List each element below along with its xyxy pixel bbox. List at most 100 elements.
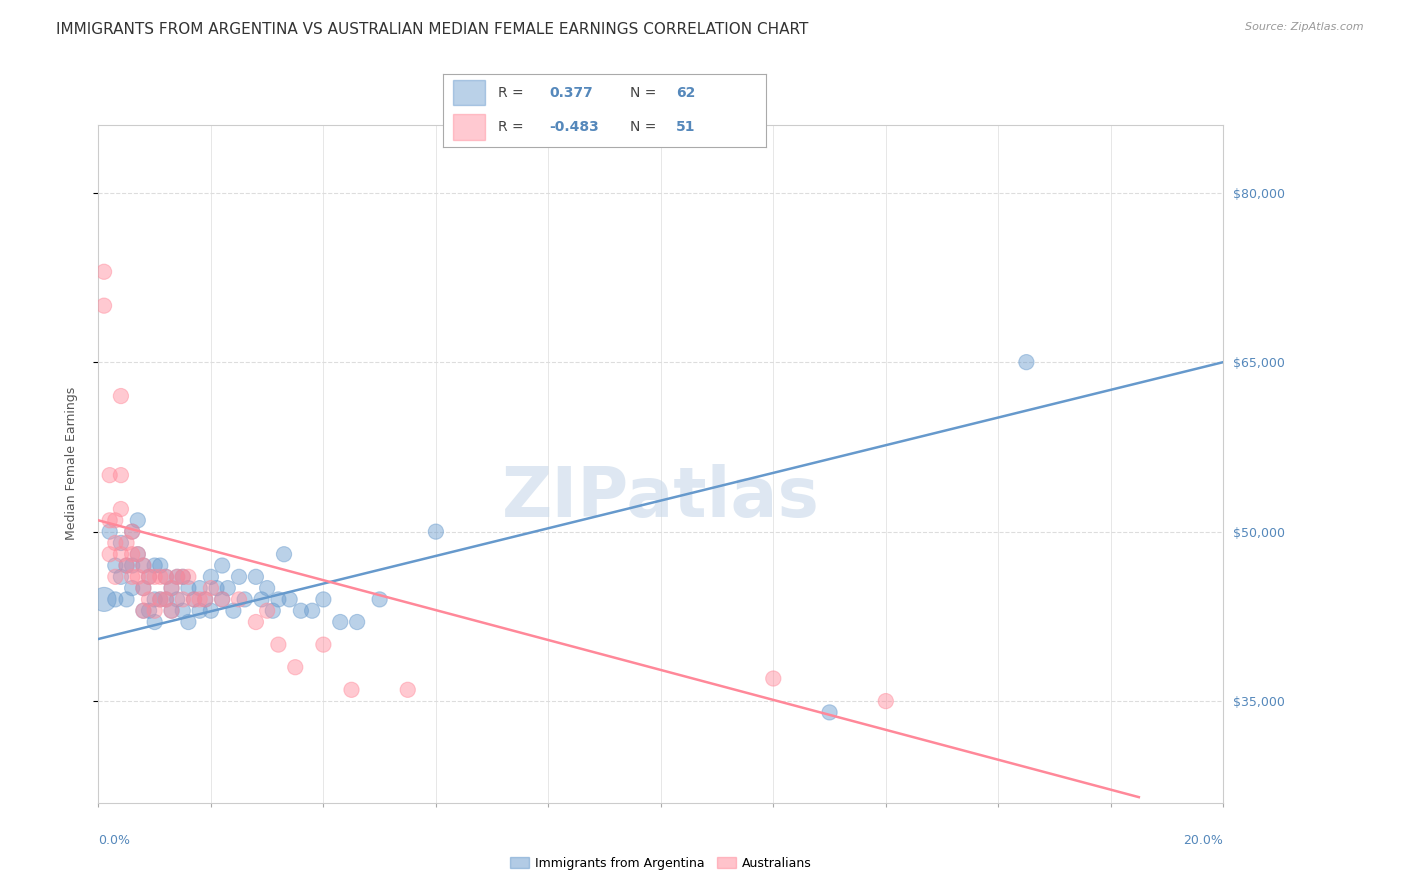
Point: [110, 547, 132, 561]
Text: 20.0%: 20.0%: [1184, 834, 1223, 847]
Point: [110, 502, 132, 516]
Point: [121, 570, 143, 584]
Point: [172, 604, 194, 618]
Point: [149, 558, 172, 573]
Point: [329, 615, 352, 629]
Point: [143, 615, 166, 629]
Point: [115, 592, 138, 607]
Point: [110, 389, 132, 403]
Point: [177, 615, 200, 629]
Point: [115, 558, 138, 573]
Point: [245, 615, 267, 629]
Point: [121, 524, 143, 539]
Point: [875, 694, 897, 708]
Point: [155, 570, 177, 584]
Point: [188, 604, 211, 618]
Text: -0.483: -0.483: [550, 120, 599, 134]
Text: IMMIGRANTS FROM ARGENTINA VS AUSTRALIAN MEDIAN FEMALE EARNINGS CORRELATION CHART: IMMIGRANTS FROM ARGENTINA VS AUSTRALIAN …: [56, 22, 808, 37]
Point: [301, 604, 323, 618]
Point: [312, 592, 335, 607]
Point: [132, 558, 155, 573]
Point: [155, 592, 177, 607]
Point: [250, 592, 273, 607]
Text: 62: 62: [676, 86, 695, 100]
Point: [256, 604, 278, 618]
Point: [143, 592, 166, 607]
Point: [273, 547, 295, 561]
Text: R =: R =: [498, 120, 523, 134]
Point: [262, 604, 284, 618]
Point: [228, 592, 250, 607]
Point: [132, 581, 155, 595]
Point: [104, 592, 127, 607]
Point: [132, 581, 155, 595]
FancyBboxPatch shape: [453, 114, 485, 140]
Point: [368, 592, 391, 607]
Point: [340, 682, 363, 697]
Point: [104, 513, 127, 527]
Point: [211, 592, 233, 607]
Point: [149, 570, 172, 584]
Text: ZIPatlas: ZIPatlas: [502, 464, 820, 532]
Point: [1015, 355, 1038, 369]
Point: [183, 592, 205, 607]
Point: [346, 615, 368, 629]
Point: [762, 672, 785, 686]
Point: [143, 558, 166, 573]
Point: [115, 558, 138, 573]
Point: [93, 592, 115, 607]
Point: [98, 513, 121, 527]
Text: Source: ZipAtlas.com: Source: ZipAtlas.com: [1246, 22, 1364, 32]
Point: [290, 604, 312, 618]
Point: [205, 581, 228, 595]
Point: [172, 592, 194, 607]
Point: [284, 660, 307, 674]
Point: [110, 468, 132, 483]
Point: [149, 592, 172, 607]
Point: [194, 592, 217, 607]
Point: [160, 581, 183, 595]
Text: N =: N =: [630, 120, 657, 134]
Point: [138, 592, 160, 607]
Point: [166, 570, 188, 584]
Point: [217, 581, 239, 595]
Point: [267, 638, 290, 652]
Point: [166, 570, 188, 584]
Point: [98, 524, 121, 539]
Point: [188, 581, 211, 595]
Legend: Immigrants from Argentina, Australians: Immigrants from Argentina, Australians: [505, 852, 817, 874]
Text: R =: R =: [498, 86, 523, 100]
Point: [396, 682, 419, 697]
Point: [160, 604, 183, 618]
Point: [160, 604, 183, 618]
Point: [278, 592, 301, 607]
Point: [138, 604, 160, 618]
Point: [127, 513, 149, 527]
Point: [222, 604, 245, 618]
Point: [228, 570, 250, 584]
Point: [172, 570, 194, 584]
Point: [93, 299, 115, 313]
Point: [194, 592, 217, 607]
Point: [104, 536, 127, 550]
Point: [121, 581, 143, 595]
Point: [132, 604, 155, 618]
Point: [177, 570, 200, 584]
Point: [127, 570, 149, 584]
Point: [211, 558, 233, 573]
Point: [160, 581, 183, 595]
Point: [121, 547, 143, 561]
Point: [177, 581, 200, 595]
Point: [200, 581, 222, 595]
Point: [121, 524, 143, 539]
Point: [245, 570, 267, 584]
Point: [132, 558, 155, 573]
Point: [138, 570, 160, 584]
Text: 0.377: 0.377: [550, 86, 593, 100]
FancyBboxPatch shape: [453, 80, 485, 105]
Point: [172, 570, 194, 584]
Point: [233, 592, 256, 607]
Point: [818, 706, 841, 720]
Point: [138, 570, 160, 584]
Point: [98, 468, 121, 483]
